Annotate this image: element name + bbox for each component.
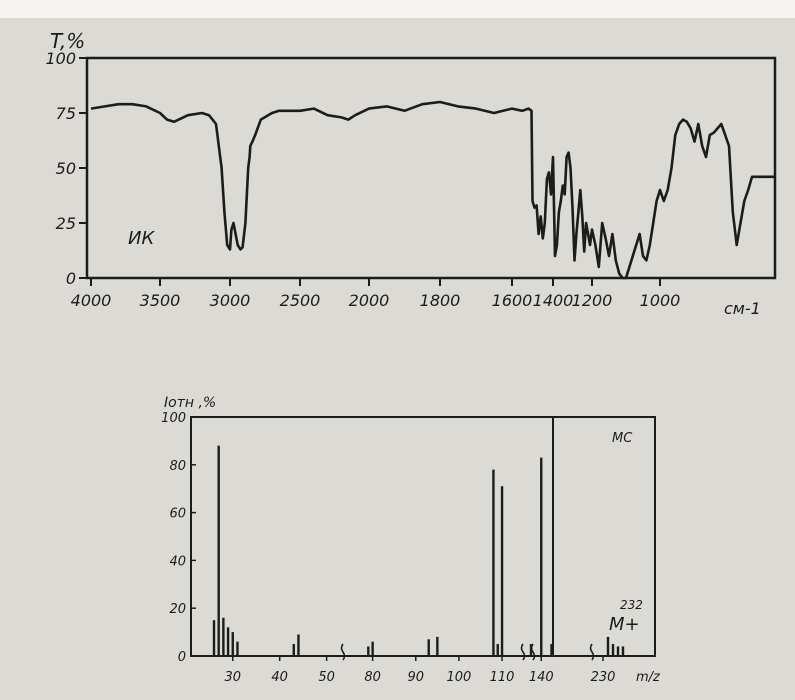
- ms-xtick-label: 30: [224, 670, 241, 685]
- ir-transmittance-line: [90, 100, 775, 280]
- ms-xtick-label: 110: [490, 670, 515, 685]
- ir-ytick-label: 50: [56, 159, 76, 178]
- ir-chart-label: ИК: [128, 228, 155, 249]
- ir-xtick-label: 1600: [492, 291, 533, 310]
- ms-ytick-label: 60: [169, 507, 186, 522]
- ir-x-unit: см-1: [724, 299, 761, 318]
- ms-molecular-ion-label: M+: [609, 614, 640, 635]
- ms-xtick-label: 80: [364, 670, 381, 685]
- ms-xtick-label: 90: [407, 670, 424, 685]
- ms-xtick-label: 100: [447, 670, 472, 685]
- ms-xtick-label: 50: [318, 670, 335, 685]
- ms-ytick-label: 20: [169, 602, 186, 617]
- ir-xtick-label: 2000: [349, 291, 390, 310]
- ir-ylabel: T,%: [50, 29, 85, 53]
- ms-ytick-label: 100: [161, 411, 186, 426]
- ms-ytick-label: 40: [169, 554, 186, 569]
- ms-axis-break-mark: [520, 643, 526, 661]
- ir-xtick-label: 1400: [533, 291, 574, 310]
- page-top-strip: [0, 0, 795, 18]
- ms-molecular-ion-mz: 232: [620, 598, 643, 612]
- ir-xtick-label: 1000: [640, 291, 681, 310]
- ms-xtick-label: 140: [529, 670, 554, 685]
- ir-xtick-label: 1800: [420, 291, 461, 310]
- ms-ytick-label: 0: [178, 650, 186, 665]
- ir-xtick-label: 3000: [210, 291, 251, 310]
- mass-spectrum-chart: Iотн ,% МС 232 M+ m/z 30 40 50 80 90 100 110 14…: [161, 395, 661, 685]
- ir-xtick-label: 3500: [140, 291, 181, 310]
- ir-ytick-label: 100: [45, 49, 76, 68]
- ir-ytick-label: 75: [56, 104, 76, 123]
- ir-ytick-label: 0: [66, 269, 76, 288]
- ms-xtick-label: 40: [271, 670, 288, 685]
- ms-chart-label: МС: [612, 431, 633, 446]
- ir-xtick-label: 1200: [572, 291, 613, 310]
- ir-ytick-label: 25: [56, 214, 76, 233]
- ms-axis-break-mark: [340, 643, 346, 661]
- ms-plot-frame: [190, 416, 656, 657]
- ms-xtick-label: 230: [591, 670, 616, 685]
- ms-ytick-label: 80: [169, 459, 186, 474]
- ms-axis-break-mark: [589, 643, 595, 661]
- ms-ylabel: Iотн ,%: [164, 395, 216, 411]
- ir-xtick-label: 2500: [280, 291, 321, 310]
- ir-xtick-label: 4000: [71, 291, 112, 310]
- ir-spectrum-chart: T,% ИК см-1 0 25 50 75 100 4000 3500 3000 2500 2…: [45, 29, 777, 318]
- ms-xlabel: m/z: [636, 670, 661, 685]
